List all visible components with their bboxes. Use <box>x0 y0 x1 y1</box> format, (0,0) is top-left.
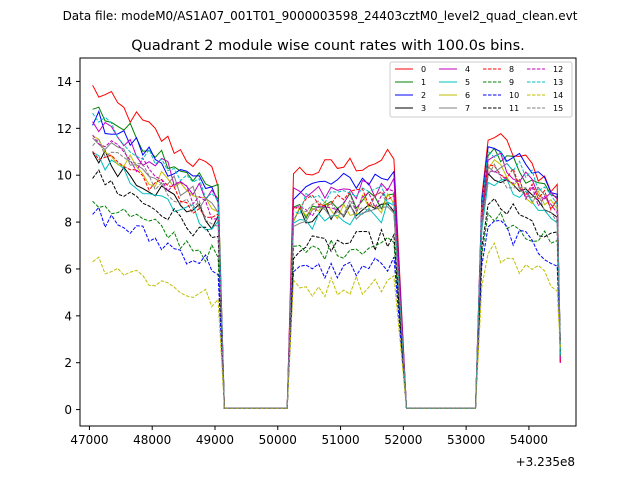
legend-label-7: 7 <box>465 104 470 113</box>
y-tick-label: 10 <box>57 169 72 183</box>
series-line-0 <box>92 84 561 409</box>
x-tick-label: 53000 <box>447 433 485 447</box>
series-line-2 <box>92 110 561 409</box>
legend-label-5: 5 <box>465 78 470 87</box>
series-line-10 <box>92 206 561 409</box>
x-tick-label: 48000 <box>133 433 171 447</box>
series-line-3 <box>92 149 561 409</box>
legend-label-0: 0 <box>421 65 426 74</box>
y-tick-label: 4 <box>64 309 72 323</box>
x-tick-label: 49000 <box>196 433 234 447</box>
legend-label-9: 9 <box>509 78 514 87</box>
legend-label-4: 4 <box>465 65 470 74</box>
legend-label-12: 12 <box>553 65 563 74</box>
x-tick-label: 47000 <box>70 433 108 447</box>
series-line-6 <box>92 135 561 409</box>
legend-label-6: 6 <box>465 91 470 100</box>
axis-ticks: 47000 48000 49000 50000 51000 52000 53000 54000… <box>57 75 548 447</box>
x-tick-label: 51000 <box>321 433 359 447</box>
series-line-12 <box>92 134 561 409</box>
chart-suptitle: Data file: modeM0/AS1A07_001T01_90000035… <box>63 9 578 23</box>
plot-frame <box>79 57 577 427</box>
series-line-13 <box>92 112 561 409</box>
y-tick-label: 6 <box>64 262 72 276</box>
series-line-7 <box>92 137 561 409</box>
series-line-14 <box>92 241 561 409</box>
legend-label-15: 15 <box>553 104 563 113</box>
legend-label-10: 10 <box>509 91 519 100</box>
series-line-8 <box>92 150 561 409</box>
legend-label-13: 13 <box>553 78 563 87</box>
series-line-9 <box>92 200 561 409</box>
legend-label-11: 11 <box>509 104 519 113</box>
legend-label-1: 1 <box>421 78 426 87</box>
series-lines <box>92 84 561 409</box>
series-line-15 <box>92 137 561 409</box>
legend-label-8: 8 <box>509 65 514 74</box>
series-line-5 <box>92 151 561 409</box>
series-line-11 <box>92 169 561 409</box>
legend-box <box>389 61 573 118</box>
chart-title: Quadrant 2 module wise count rates with … <box>131 38 525 54</box>
y-tick-label: 8 <box>64 216 72 230</box>
legend-label-2: 2 <box>421 91 426 100</box>
x-tick-label: 50000 <box>259 433 297 447</box>
series-line-1 <box>92 106 561 409</box>
x-tick-label: 52000 <box>384 433 422 447</box>
x-offset-label: +3.235e8 <box>516 455 575 469</box>
y-tick-label: 2 <box>64 356 72 370</box>
y-tick-label: 12 <box>57 122 72 136</box>
x-tick-label: 54000 <box>510 433 548 447</box>
y-tick-label: 0 <box>64 403 72 417</box>
series-line-4 <box>92 121 561 409</box>
legend-label-14: 14 <box>553 91 563 100</box>
legend-label-3: 3 <box>421 104 426 113</box>
y-tick-label: 14 <box>57 75 72 89</box>
